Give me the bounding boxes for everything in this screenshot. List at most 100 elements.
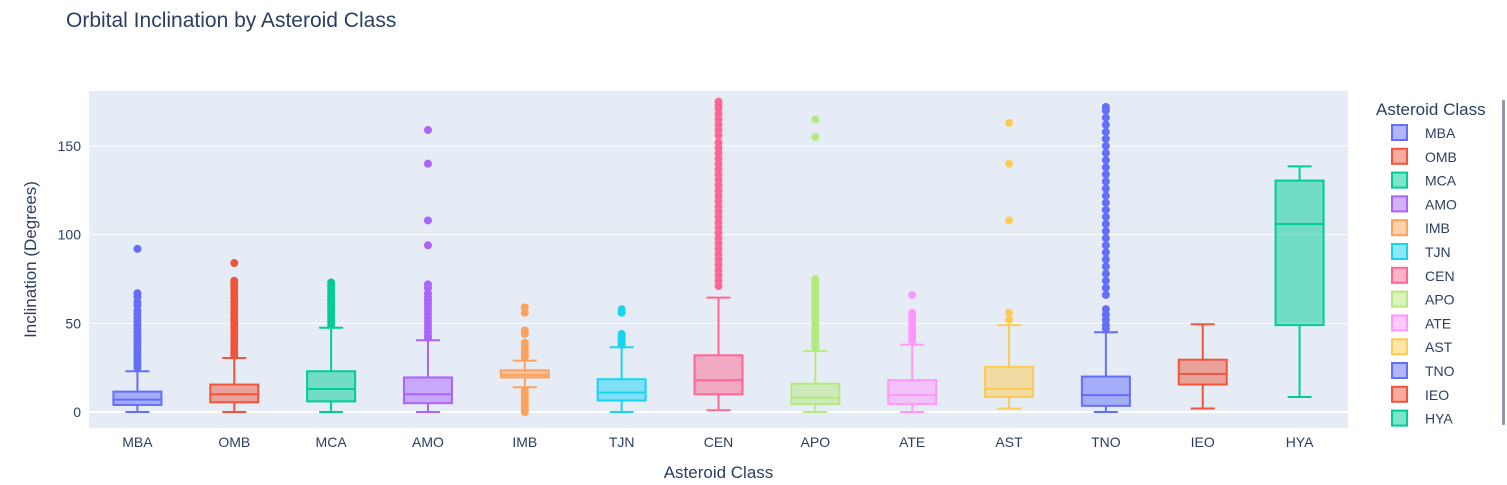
legend-label: IMB — [1425, 220, 1450, 236]
box-tno — [1080, 102, 1131, 414]
iqr-box — [693, 354, 744, 396]
legend-swatch — [1391, 266, 1408, 284]
outlier-point — [1101, 205, 1110, 214]
legend-label: ATE — [1425, 315, 1451, 331]
outlier-point — [714, 131, 723, 140]
outlier-point — [423, 159, 432, 168]
box-ieo — [1177, 323, 1228, 410]
iqr-box — [402, 376, 453, 405]
outlier-point — [520, 353, 529, 362]
box-mba — [112, 244, 163, 414]
x-tick-label: TJN — [609, 434, 635, 450]
x-tick-label: AMO — [412, 434, 444, 450]
legend-label: HYA — [1425, 411, 1453, 427]
legend-scrollbar — [1502, 100, 1505, 425]
outlier-point — [133, 363, 142, 372]
legend-swatch — [1391, 409, 1408, 427]
x-axis-title: Asteroid Class — [664, 463, 774, 482]
outlier-point — [1101, 141, 1110, 150]
outlier-point — [1005, 216, 1014, 225]
outlier-point — [811, 344, 820, 353]
outlier-point — [133, 244, 142, 253]
box-mca — [306, 278, 357, 414]
outlier-point — [1005, 315, 1014, 324]
outlier-point — [1101, 156, 1110, 165]
x-tick-label: IMB — [512, 434, 537, 450]
outlier-point — [1101, 134, 1110, 143]
x-tick-label: HYA — [1286, 434, 1314, 450]
legend-label: AMO — [1425, 196, 1457, 212]
outlier-point — [1101, 269, 1110, 278]
iqr-box — [887, 379, 938, 406]
outlier-point — [617, 340, 626, 349]
iqr-box — [112, 390, 163, 406]
iqr-box — [1177, 358, 1228, 386]
outlier-point — [1101, 212, 1110, 221]
legend-swatch — [1391, 314, 1408, 332]
legend-swatch — [1391, 147, 1408, 165]
x-tick-label: CEN — [704, 434, 734, 450]
y-tick-label: 100 — [58, 227, 82, 243]
legend-label: TNO — [1425, 363, 1455, 379]
box-omb — [209, 259, 260, 414]
outlier-point — [520, 408, 529, 417]
outlier-point — [1101, 248, 1110, 257]
outlier-point — [423, 126, 432, 135]
x-tick-label: IEO — [1191, 434, 1215, 450]
x-tick-label: OMB — [218, 434, 250, 450]
x-tick-label: AST — [995, 434, 1023, 450]
outlier-point — [1005, 159, 1014, 168]
legend-swatch — [1391, 243, 1408, 260]
iqr-box — [984, 365, 1035, 398]
legend-label: APO — [1425, 292, 1455, 308]
box-apo — [790, 115, 841, 414]
outlier-point — [1101, 234, 1110, 243]
outlier-point — [1101, 198, 1110, 207]
legend-swatch — [1391, 195, 1408, 213]
outlier-point — [1005, 118, 1014, 127]
y-tick-label: 0 — [73, 404, 81, 420]
box-tjn — [596, 305, 647, 414]
outlier-point — [1101, 283, 1110, 292]
legend-label: MBA — [1425, 125, 1456, 141]
outlier-point — [1101, 127, 1110, 136]
outlier-point — [520, 329, 529, 338]
iqr-box — [306, 370, 357, 403]
outlier-point — [811, 133, 820, 142]
box-hya — [1274, 165, 1325, 398]
iqr-box — [596, 378, 647, 402]
outlier-point — [423, 241, 432, 250]
outlier-point — [1005, 308, 1014, 317]
box-amo — [402, 126, 453, 414]
legend-label: CEN — [1425, 268, 1455, 284]
legend-swatch — [1391, 385, 1408, 403]
outlier-point — [811, 115, 820, 124]
outlier-point — [1101, 290, 1110, 299]
box-ate — [887, 290, 938, 414]
box-cen — [693, 97, 744, 412]
outlier-point — [1101, 113, 1110, 122]
outlier-point — [1101, 262, 1110, 271]
outlier-point — [1101, 149, 1110, 158]
x-tick-label: APO — [801, 434, 831, 450]
legend-swatch — [1391, 219, 1408, 237]
legend-label: TJN — [1425, 244, 1451, 260]
iqr-box — [1080, 375, 1131, 407]
outlier-point — [1101, 227, 1110, 236]
outlier-point — [1101, 163, 1110, 172]
outlier-point — [1101, 324, 1110, 333]
x-tick-label: TNO — [1091, 434, 1121, 450]
outlier-point — [423, 216, 432, 225]
legend-label: IEO — [1425, 387, 1449, 403]
outlier-point — [230, 351, 239, 360]
iqr-box — [1274, 179, 1325, 327]
outlier-point — [908, 290, 917, 299]
legend-label: AST — [1425, 339, 1453, 355]
outlier-point — [327, 321, 336, 330]
outlier-point — [520, 308, 529, 317]
outlier-point — [1101, 170, 1110, 179]
outlier-point — [1101, 106, 1110, 115]
y-tick-label: 150 — [58, 138, 82, 154]
legend-swatch — [1391, 171, 1408, 189]
